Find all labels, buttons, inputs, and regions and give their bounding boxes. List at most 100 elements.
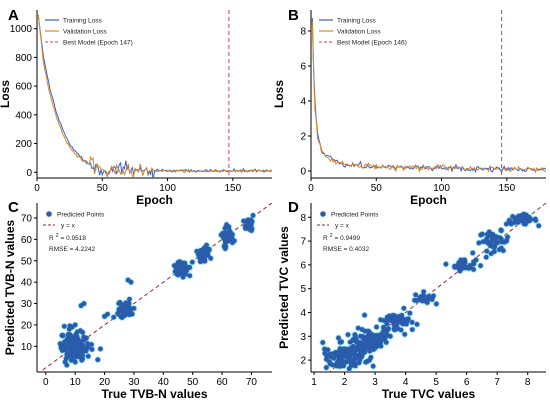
x-tick-label: 50 (97, 183, 109, 194)
plot-area (37, 10, 272, 178)
legend-label-identity: y = x (61, 222, 76, 229)
data-point (433, 301, 439, 307)
legend-label-validation: Validation Loss (63, 28, 107, 35)
y-tick-label: 10 (21, 342, 33, 353)
y-axis-title: Predicted TVC values (277, 226, 291, 349)
y-tick-label: 8 (300, 27, 306, 38)
data-point (228, 238, 234, 243)
x-tick-label: 8 (525, 377, 531, 388)
data-point (186, 265, 192, 270)
data-point (353, 337, 359, 342)
data-point (359, 340, 365, 346)
legend-label-identity: y = x (335, 222, 350, 229)
x-tick-label: 60 (217, 377, 229, 388)
data-point (85, 353, 91, 359)
r-squared-superscript: 2 (330, 233, 333, 239)
data-point (222, 246, 228, 252)
y-tick-label: 600 (15, 82, 32, 93)
legend-label-validation: Validation Loss (337, 28, 381, 35)
legend-label-training: Training Loss (337, 17, 377, 24)
x-tick-label: 4 (403, 377, 409, 388)
y-axis-title: Loss (272, 80, 286, 108)
data-point (421, 289, 427, 295)
data-point (202, 250, 208, 256)
y-tick-label: 200 (15, 139, 32, 150)
x-tick-label: 1 (311, 377, 317, 388)
x-tick-label: 6 (464, 377, 470, 388)
data-point (324, 356, 329, 362)
data-point (116, 301, 122, 306)
data-point (63, 356, 69, 362)
panel-c: C 0 10 20 30 40 50 60 70 10 20 30 40 50 60 70 True TVB-N… (3, 199, 272, 401)
data-point (122, 305, 128, 311)
points (320, 211, 542, 372)
data-point (64, 362, 70, 368)
data-point (412, 297, 417, 303)
y-tick-label: 70 (21, 213, 33, 224)
y-tick-label: 40 (21, 278, 33, 289)
y-tick-label: 20 (21, 320, 33, 331)
data-point (471, 261, 477, 267)
data-point (328, 351, 334, 357)
data-point (383, 340, 389, 345)
data-point (175, 272, 181, 278)
y-tick-label: 0 (26, 168, 32, 179)
data-point (402, 331, 408, 337)
data-point (500, 248, 506, 254)
x-tick-label: 0 (34, 183, 40, 194)
data-point (504, 237, 509, 243)
data-point (329, 362, 335, 368)
panel-letter: B (288, 7, 299, 24)
r-squared-superscript: 2 (56, 233, 59, 239)
data-point (336, 349, 342, 355)
data-point (180, 260, 186, 266)
panel-b: B 0 50 100 150 0 2 4 6 8 Epoch Loss Training Loss Val… (272, 7, 546, 207)
data-point (476, 240, 482, 246)
legend-label-points: Predicted Points (331, 211, 379, 218)
data-point (396, 314, 402, 320)
data-point (221, 235, 227, 241)
y-tick-label: 6 (300, 62, 306, 73)
x-axis-title: True TVC values (382, 387, 476, 401)
data-point (361, 336, 367, 342)
data-point (420, 297, 426, 303)
y-tick-label: 7 (300, 237, 306, 248)
x-axis-title: Epoch (136, 193, 173, 207)
data-point (401, 305, 407, 311)
x-tick-label: 0 (43, 377, 49, 388)
data-point (484, 248, 490, 254)
data-point (409, 327, 415, 332)
data-point (532, 216, 538, 222)
data-point (345, 353, 351, 359)
y-tick-label: 50 (21, 256, 33, 267)
data-point (381, 325, 387, 331)
data-point (176, 267, 182, 272)
x-axis-title: Epoch (410, 193, 447, 207)
legend: Predicted Points y = x R 2 = 0.9518 RMSE = 4.… (43, 211, 105, 253)
data-point (370, 339, 376, 345)
data-point (376, 342, 382, 347)
data-point (249, 228, 254, 233)
data-point (81, 301, 87, 306)
x-tick-label: 150 (224, 183, 241, 194)
data-point (352, 346, 358, 352)
data-point (201, 245, 207, 251)
data-point (131, 305, 137, 311)
data-point (200, 258, 206, 264)
x-tick-label: 7 (494, 377, 500, 388)
data-point (187, 273, 193, 279)
data-point (367, 330, 373, 336)
x-tick-label: 2 (342, 377, 348, 388)
legend-label-training: Training Loss (63, 17, 103, 24)
data-point (81, 337, 86, 343)
data-point (180, 268, 186, 274)
data-point (345, 346, 351, 352)
data-point (224, 222, 229, 228)
data-point (69, 340, 75, 346)
data-point (73, 331, 79, 337)
data-point (486, 229, 492, 235)
data-point (324, 353, 330, 359)
data-point (198, 249, 204, 254)
data-point (381, 318, 387, 323)
data-point (528, 217, 534, 222)
